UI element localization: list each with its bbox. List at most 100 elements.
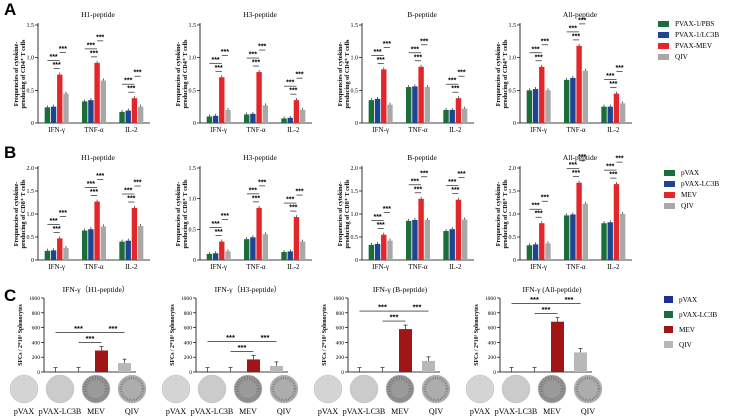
y-axis-label: producing of CD8⁺ T cells (344, 179, 351, 249)
y-tick-label: 1.0 (27, 56, 35, 62)
y-tick-label: 0 (193, 258, 196, 264)
significance-label: *** (569, 162, 577, 169)
significance-label: *** (457, 171, 465, 178)
well-label: pVAX-LC3B (39, 407, 82, 416)
bar (387, 104, 393, 123)
significance-label: *** (289, 88, 297, 95)
x-tick-label: IFN-γ (530, 263, 547, 271)
bar (539, 66, 545, 123)
bar (50, 106, 57, 123)
well-label: QIV (125, 407, 139, 416)
significance-label: *** (448, 78, 456, 85)
bar (57, 238, 63, 260)
legend-item: QIV (664, 337, 717, 352)
elispot-well-image (9, 374, 39, 404)
significance-label: *** (261, 333, 270, 342)
y-tick-label: 0.5 (189, 227, 197, 233)
legend-item: pVAX (664, 167, 719, 178)
bar (601, 106, 607, 123)
significance-label: *** (377, 222, 385, 229)
bar (131, 98, 138, 123)
y-tick-label: 1.5 (27, 189, 35, 195)
bar (206, 116, 213, 123)
bar (449, 109, 455, 123)
bar (412, 86, 418, 123)
bar (212, 115, 219, 123)
bar (374, 98, 381, 123)
chart-title: H1-peptide (81, 153, 115, 162)
y-tick-label: 1.0 (27, 212, 35, 218)
well-label: MEV (391, 407, 409, 416)
bar (551, 321, 564, 372)
y-tick-label: 1.0 (189, 197, 197, 203)
significance-label: *** (53, 62, 61, 69)
y-tick-label: 0 (513, 121, 516, 127)
chart-title: H1-peptide (81, 10, 115, 19)
significance-label: *** (414, 186, 422, 193)
x-tick-label: TNF-α (246, 126, 266, 134)
bar (299, 109, 306, 123)
significance-label: *** (249, 187, 257, 194)
significance-label: *** (49, 54, 57, 61)
bar (564, 215, 570, 260)
significance-label: *** (59, 210, 67, 217)
significance-label: *** (258, 179, 266, 186)
y-tick-label: 1.0 (351, 212, 359, 218)
significance-label: *** (289, 205, 297, 212)
legend-label: pVAX (679, 295, 698, 304)
bar (44, 107, 51, 123)
bar (607, 106, 613, 123)
bar (443, 231, 449, 260)
y-axis-label: Frequencies of cytokine- (337, 42, 344, 107)
y-tick-label: 0.5 (509, 88, 517, 94)
bar (374, 243, 381, 260)
y-tick-label: 0.5 (351, 88, 359, 94)
elispot-spots (119, 376, 145, 402)
bar (526, 245, 533, 260)
significance-label: *** (535, 211, 543, 218)
bar (607, 222, 613, 260)
significance-label: *** (448, 179, 456, 186)
y-tick-label: 1.0 (351, 56, 359, 62)
well-label: pVAX-LC3B (343, 407, 386, 416)
bar (256, 207, 262, 260)
legend-swatch (658, 42, 669, 49)
bar (532, 89, 539, 123)
y-tick-label: 600 (32, 326, 41, 332)
bar (564, 79, 570, 123)
y-tick-label: 0 (355, 258, 358, 264)
significance-label: *** (124, 188, 132, 195)
bar (545, 243, 551, 260)
legend-swatch (664, 202, 675, 209)
well-label: MEV (239, 407, 257, 416)
bar (576, 182, 582, 260)
y-tick-label: 400 (488, 340, 497, 346)
bar (532, 244, 539, 260)
chart-title: All-peptide (563, 10, 598, 19)
significance-label: *** (211, 57, 219, 64)
significance-label: *** (286, 80, 294, 87)
chart-title: H3-peptide (243, 10, 277, 19)
significance-label: *** (411, 46, 419, 53)
significance-label: *** (606, 73, 614, 80)
y-tick-label: 1.0 (189, 56, 197, 62)
y-tick-label: 0 (193, 121, 196, 127)
well-label: pVAX (470, 407, 491, 416)
significance-label: *** (53, 226, 61, 233)
significance-label: *** (615, 156, 623, 163)
y-axis-label: Frequencies of cytokine- (175, 42, 182, 107)
bar (461, 219, 468, 260)
legend-label: MEV (679, 325, 695, 334)
significance-label: *** (569, 25, 577, 32)
chart-title: B-peptide (407, 153, 437, 162)
bar (137, 225, 144, 260)
significance-label: *** (295, 189, 303, 196)
legend-label: PVAX-MEV (675, 41, 713, 50)
y-tick-label: 1.5 (189, 166, 197, 172)
significance-label: *** (420, 38, 428, 45)
elispot-well-image (197, 374, 227, 404)
bar (50, 250, 57, 260)
significance-label: *** (215, 229, 223, 236)
elispot-spots (538, 375, 566, 403)
